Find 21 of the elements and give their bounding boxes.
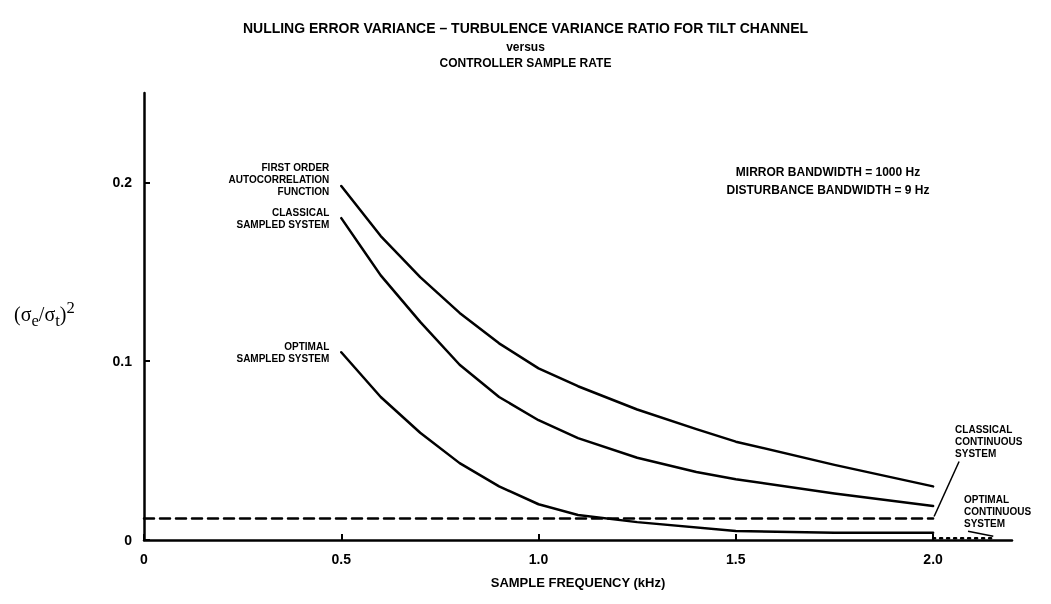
x-tick-label: 1.5 xyxy=(726,551,746,567)
series-label: CLASSICAL SAMPLED SYSTEM xyxy=(236,206,330,230)
chart-title: NULLING ERROR VARIANCE – TURBULENCE VARIANCE RATIO FOR TILT CHANNEL xyxy=(242,20,809,36)
text: CLASSICAL CONTINUOUS SYSTEM xyxy=(955,424,1023,460)
y-tick-label: 0.1 xyxy=(112,353,133,370)
series-label: FIRST ORDER AUTOCORRELATION FUNCTION xyxy=(228,162,331,198)
x-tick-label: 2.0 xyxy=(923,551,944,567)
x-tick-label: 1.0 xyxy=(528,551,549,567)
x-axis-title: SAMPLE FREQUENCY (kHz) xyxy=(490,575,666,590)
series-label: OPTIMAL CONTINUOUS SYSTEM xyxy=(964,493,1032,529)
x-tick-label: 0 xyxy=(140,551,149,567)
y-tick-label: 0 xyxy=(124,532,133,548)
annotation: DISTURBANCE BANDWIDTH = 9 Hz xyxy=(726,183,930,197)
annotation: MIRROR BANDWIDTH = 1000 Hz xyxy=(735,165,921,179)
line-series xyxy=(340,216,935,508)
x-tick-label: 0.5 xyxy=(331,551,352,567)
line-series xyxy=(340,184,935,488)
chart-subtitle: versus CONTROLLER SAMPLE RATE xyxy=(439,40,612,70)
series-label: OPTIMAL SAMPLED SYSTEM xyxy=(236,340,330,364)
y-tick-label: 0.2 xyxy=(112,174,133,191)
y-axis-title: (σ$_{e}$/σ$_{t}$)$^{2}$ xyxy=(14,298,75,331)
